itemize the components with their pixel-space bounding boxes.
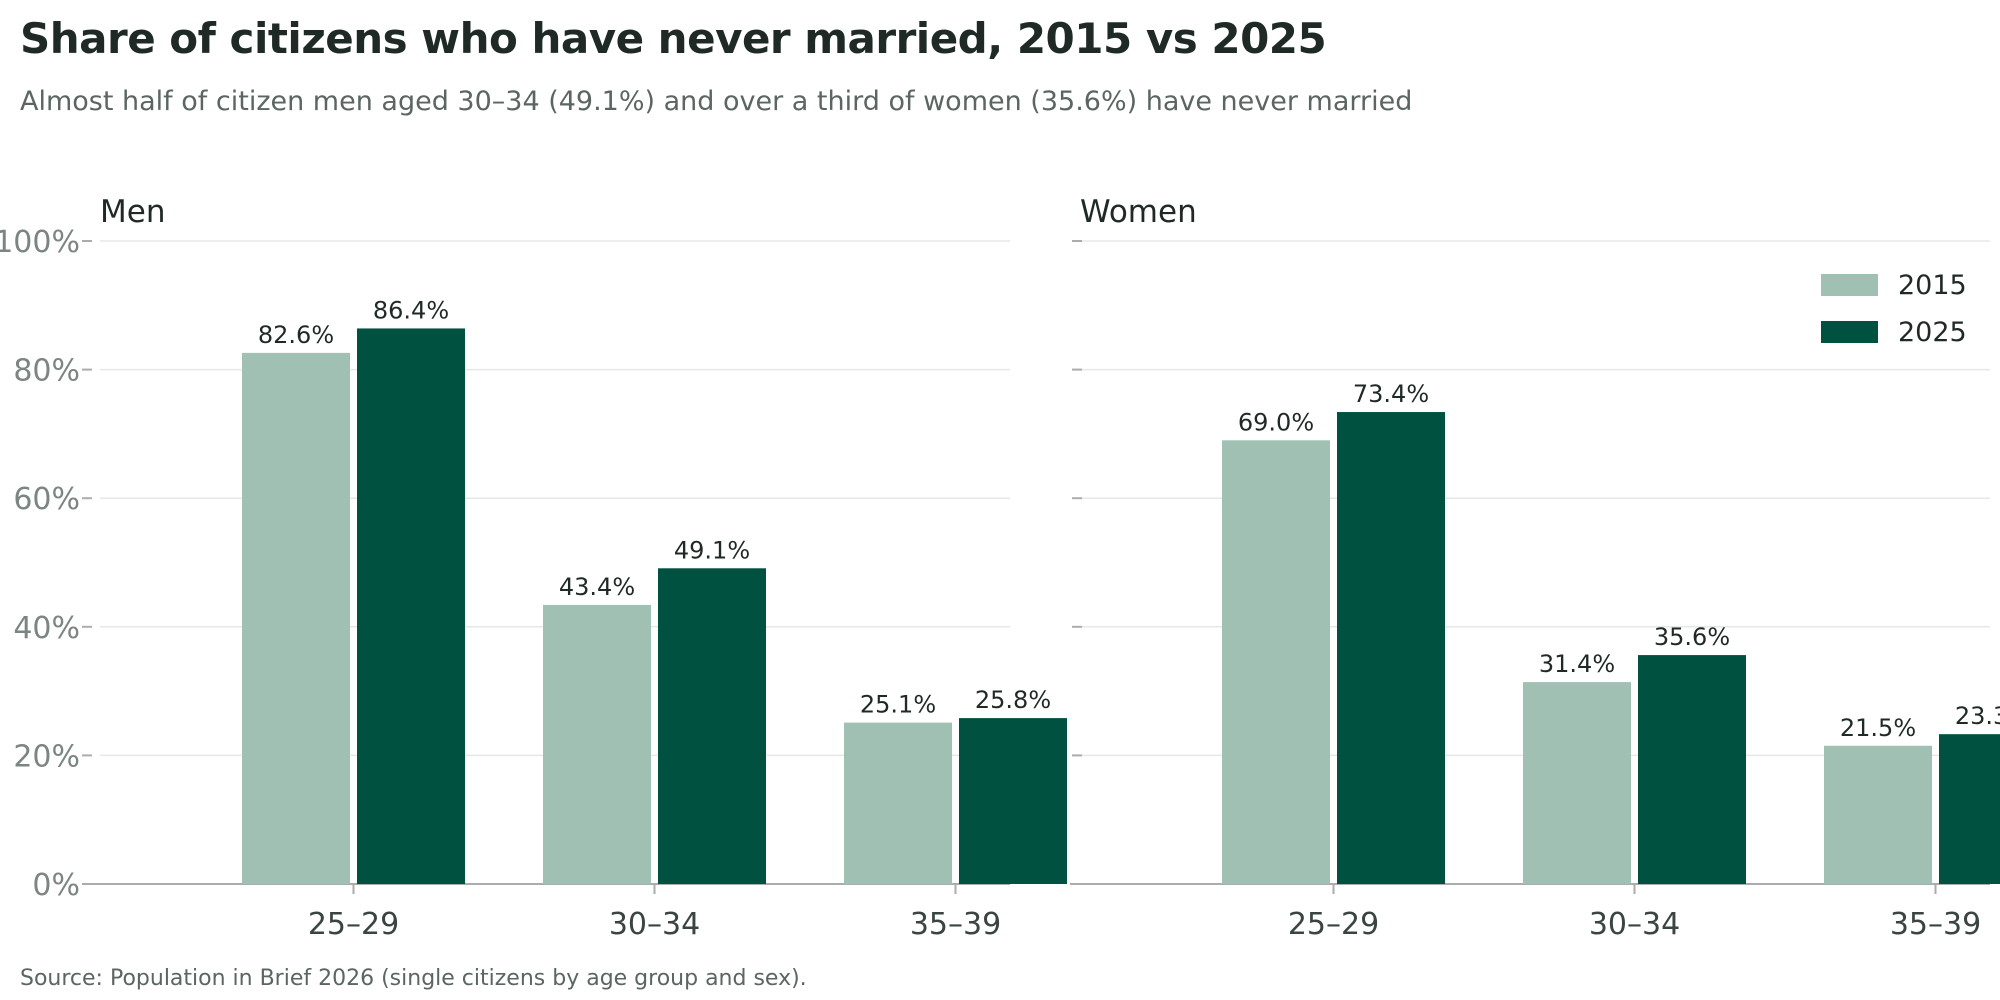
data-label: 21.5% xyxy=(1840,714,1916,742)
chart-title: Share of citizens who have never married… xyxy=(20,14,1327,63)
chart-subtitle: Almost half of citizen men aged 30–34 (4… xyxy=(20,86,1413,117)
y-tick-label: 80% xyxy=(13,354,80,389)
data-label: 25.8% xyxy=(975,686,1051,714)
x-tick-label: 35–39 xyxy=(1890,907,1981,942)
x-tick-label: 30–34 xyxy=(609,907,700,942)
y-tick-label: 60% xyxy=(13,482,80,517)
y-tick-label: 20% xyxy=(13,739,80,774)
panel-title-0: Men xyxy=(100,194,165,230)
legend-swatch-2025 xyxy=(1821,321,1878,343)
bar-2015-2 xyxy=(844,722,952,884)
bar-2015-0 xyxy=(242,352,350,885)
data-label: 86.4% xyxy=(373,296,449,324)
data-label: 31.4% xyxy=(1539,650,1615,678)
x-tick-label: 30–34 xyxy=(1589,907,1680,942)
bar-2025-0 xyxy=(357,328,465,884)
bar-2025-2 xyxy=(959,718,1067,884)
data-label: 73.4% xyxy=(1353,380,1429,408)
data-label: 82.6% xyxy=(258,321,334,349)
source-note: Source: Population in Brief 2026 (single… xyxy=(20,966,807,991)
bar-2025-1 xyxy=(658,568,766,884)
x-tick-label: 25–29 xyxy=(308,907,399,942)
y-tick-label: 40% xyxy=(13,611,80,646)
bar-2015-2 xyxy=(1824,745,1932,884)
data-label: 25.1% xyxy=(860,691,936,719)
bar-2015-0 xyxy=(1222,440,1330,884)
y-tick-label: 100% xyxy=(0,225,80,260)
x-tick-label: 25–29 xyxy=(1288,907,1379,942)
legend-label-2025: 2025 xyxy=(1898,317,1967,348)
data-label: 35.6% xyxy=(1654,623,1730,651)
legend-label-2015: 2015 xyxy=(1898,270,1967,301)
bar-2015-1 xyxy=(543,604,651,884)
data-label: 43.4% xyxy=(559,573,635,601)
legend-swatch-2015 xyxy=(1821,274,1878,296)
bar-2025-0 xyxy=(1337,412,1445,884)
panel-title-1: Women xyxy=(1080,194,1197,230)
data-label: 49.1% xyxy=(674,536,750,564)
y-tick-label: 0% xyxy=(32,868,80,903)
bar-2025-1 xyxy=(1638,655,1746,884)
x-tick-label: 35–39 xyxy=(910,907,1001,942)
bar-2025-2 xyxy=(1939,734,2000,884)
data-label: 23.3% xyxy=(1955,702,2000,730)
data-label: 69.0% xyxy=(1238,408,1314,436)
bar-2015-1 xyxy=(1523,682,1631,884)
